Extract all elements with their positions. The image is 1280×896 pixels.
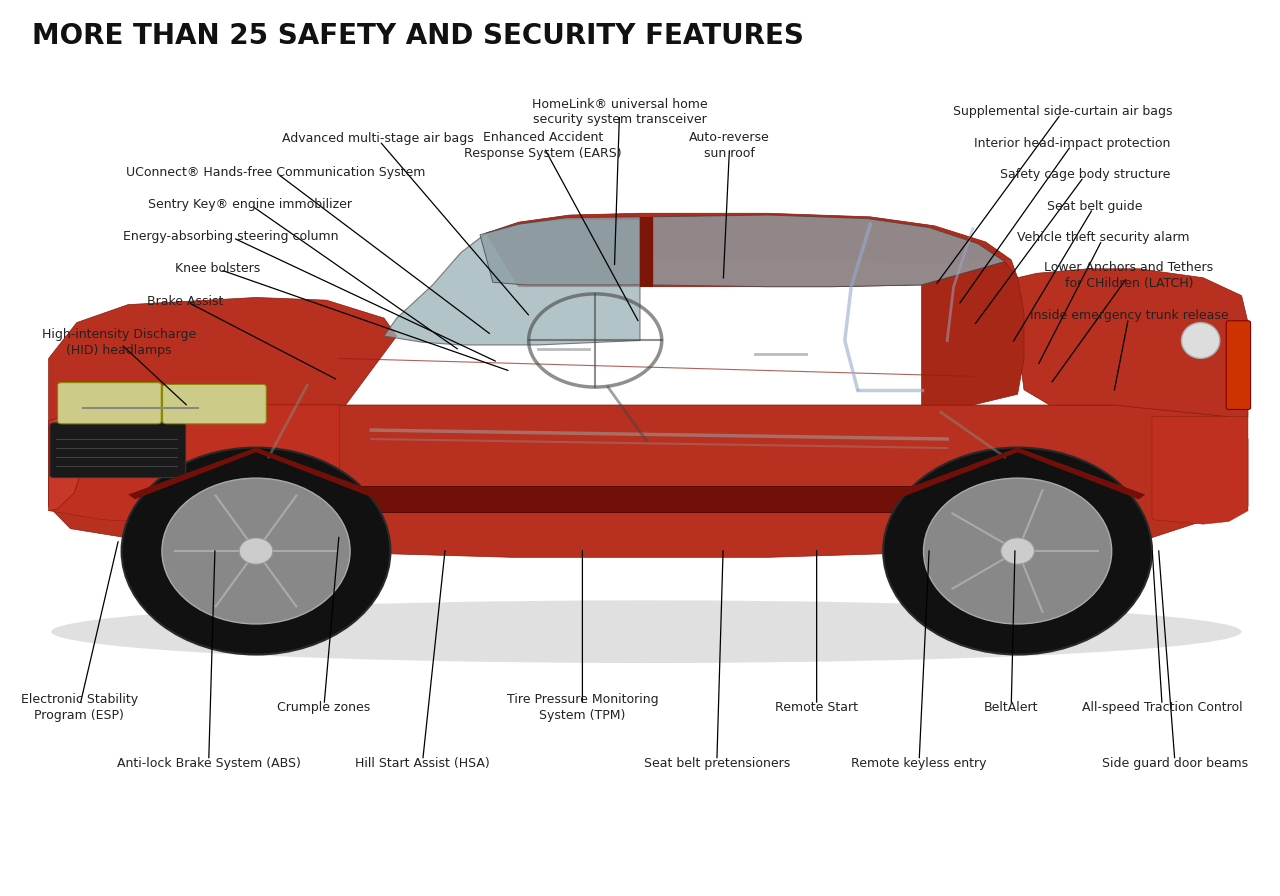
Polygon shape bbox=[49, 405, 1248, 557]
Text: Advanced multi-stage air bags: Advanced multi-stage air bags bbox=[282, 133, 474, 145]
Text: Crumple zones: Crumple zones bbox=[278, 702, 370, 714]
Text: Vehicle theft security alarm: Vehicle theft security alarm bbox=[1018, 231, 1189, 244]
Polygon shape bbox=[49, 405, 339, 524]
Ellipse shape bbox=[1001, 538, 1034, 564]
Ellipse shape bbox=[163, 478, 351, 624]
Polygon shape bbox=[128, 447, 384, 499]
Text: Seat belt guide: Seat belt guide bbox=[1047, 200, 1142, 212]
Ellipse shape bbox=[883, 447, 1152, 654]
Text: Supplemental side-curtain air bags: Supplemental side-curtain air bags bbox=[952, 106, 1172, 118]
Ellipse shape bbox=[122, 447, 390, 654]
Text: Remote keyless entry: Remote keyless entry bbox=[851, 757, 987, 770]
Polygon shape bbox=[653, 215, 1005, 287]
FancyBboxPatch shape bbox=[163, 384, 266, 424]
Text: MORE THAN 25 SAFETY AND SECURITY FEATURES: MORE THAN 25 SAFETY AND SECURITY FEATURE… bbox=[32, 22, 804, 50]
Text: HomeLink® universal home
security system transceiver: HomeLink® universal home security system… bbox=[531, 98, 708, 126]
Polygon shape bbox=[486, 213, 1018, 287]
FancyBboxPatch shape bbox=[50, 423, 186, 478]
Text: Inside emergency trunk release: Inside emergency trunk release bbox=[1029, 309, 1229, 322]
Polygon shape bbox=[1152, 417, 1248, 524]
Ellipse shape bbox=[1181, 323, 1220, 358]
FancyBboxPatch shape bbox=[189, 487, 975, 513]
FancyBboxPatch shape bbox=[58, 383, 161, 424]
Text: Lower Anchors and Tethers
for CHildren (LATCH): Lower Anchors and Tethers for CHildren (… bbox=[1044, 261, 1213, 289]
Polygon shape bbox=[480, 217, 640, 285]
Text: Tire Pressure Monitoring
System (TPM): Tire Pressure Monitoring System (TPM) bbox=[507, 694, 658, 722]
Text: High-intensity Discharge
(HID) headlamps: High-intensity Discharge (HID) headlamps bbox=[42, 328, 196, 357]
Text: Remote Start: Remote Start bbox=[776, 702, 858, 714]
Ellipse shape bbox=[239, 538, 273, 564]
Text: Seat belt pretensioners: Seat belt pretensioners bbox=[644, 757, 790, 770]
Text: Safety cage body structure: Safety cage body structure bbox=[1000, 168, 1171, 181]
Text: Electronic Stability
Program (ESP): Electronic Stability Program (ESP) bbox=[20, 694, 138, 722]
Text: Brake Assist: Brake Assist bbox=[147, 295, 224, 307]
Text: Hill Start Assist (HSA): Hill Start Assist (HSA) bbox=[355, 757, 490, 770]
Ellipse shape bbox=[924, 478, 1112, 624]
Polygon shape bbox=[890, 447, 1146, 499]
Text: Interior head-impact protection: Interior head-impact protection bbox=[974, 137, 1171, 150]
Polygon shape bbox=[518, 213, 1011, 264]
Text: Sentry Key® engine immobilizer: Sentry Key® engine immobilizer bbox=[147, 198, 352, 211]
Text: Auto-reverse
sun roof: Auto-reverse sun roof bbox=[689, 131, 771, 159]
Polygon shape bbox=[1018, 269, 1248, 417]
Text: Knee bolsters: Knee bolsters bbox=[175, 263, 260, 275]
Text: Energy-absorbing steering column: Energy-absorbing steering column bbox=[123, 230, 338, 243]
Polygon shape bbox=[384, 220, 640, 345]
Text: Enhanced Accident
Response System (EARS): Enhanced Accident Response System (EARS) bbox=[463, 131, 622, 159]
Text: Side guard door beams: Side guard door beams bbox=[1102, 757, 1248, 770]
Ellipse shape bbox=[51, 600, 1242, 663]
Polygon shape bbox=[49, 297, 397, 421]
FancyBboxPatch shape bbox=[1226, 321, 1251, 409]
Text: UConnect® Hands-free Communication System: UConnect® Hands-free Communication Syste… bbox=[125, 166, 425, 178]
Polygon shape bbox=[49, 408, 87, 511]
Text: All-speed Traction Control: All-speed Traction Control bbox=[1082, 702, 1243, 714]
Text: BeltAlert: BeltAlert bbox=[984, 702, 1038, 714]
Polygon shape bbox=[922, 262, 1024, 405]
Polygon shape bbox=[640, 217, 653, 287]
Text: Anti-lock Brake System (ABS): Anti-lock Brake System (ABS) bbox=[116, 757, 301, 770]
FancyBboxPatch shape bbox=[236, 509, 289, 537]
